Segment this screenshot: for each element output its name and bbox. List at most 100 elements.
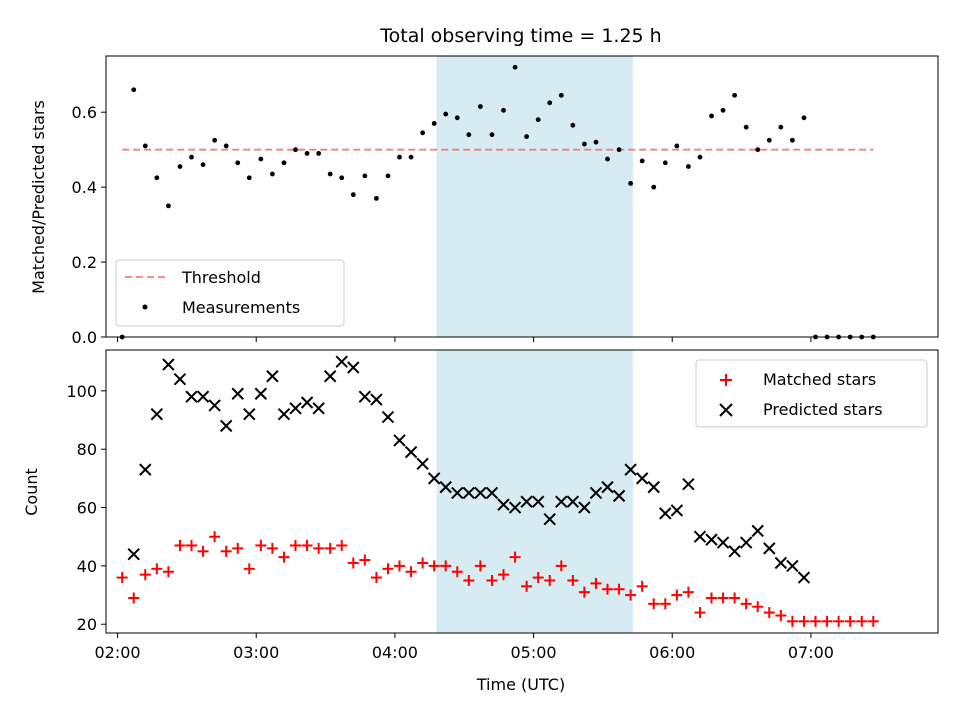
measurement-point — [651, 184, 657, 190]
measurement-point — [478, 104, 483, 109]
bottom-legend: Matched stars Predicted stars — [695, 359, 928, 428]
measurement-point — [720, 107, 726, 113]
matched-star-marker — [151, 563, 163, 575]
predicted-star-marker — [277, 407, 291, 421]
measurement-point — [755, 147, 761, 153]
measurement-point — [593, 139, 599, 145]
matched-star-marker — [116, 572, 128, 584]
predicted-star-marker — [243, 407, 256, 421]
measurement-point — [454, 115, 460, 121]
predicted-star-marker — [497, 498, 510, 511]
predicted-star-marker — [566, 495, 580, 508]
matched-star-marker — [255, 539, 267, 551]
measurement-point — [686, 164, 691, 169]
matched-star-marker — [602, 583, 614, 595]
matched-star-marker — [174, 539, 186, 551]
x-tick-label: 02:00 — [95, 643, 141, 662]
measurement-point — [558, 92, 564, 98]
predicted-star-marker — [474, 486, 487, 500]
matched-star-marker — [243, 563, 255, 575]
predicted-star-marker — [439, 480, 452, 494]
matched-star-marker — [394, 560, 406, 572]
legend-matched-label: Matched stars — [763, 370, 876, 389]
matched-star-marker — [301, 539, 313, 551]
matched-star-marker — [648, 598, 660, 610]
measurement-point — [431, 121, 437, 126]
legend-predicted-label: Predicted stars — [763, 400, 883, 419]
matched-star-marker — [567, 574, 579, 586]
predicted-star-marker — [358, 390, 372, 403]
matched-star-marker — [278, 551, 290, 563]
measurement-point — [489, 132, 495, 138]
matched-star-marker — [729, 592, 741, 604]
measurement-point — [166, 203, 171, 209]
measurement-point — [778, 124, 784, 130]
predicted-star-marker — [427, 472, 441, 485]
matched-star-marker — [752, 601, 764, 613]
matched-star-marker — [359, 554, 371, 566]
measurement-point — [535, 117, 541, 123]
top-legend: Threshold Measurements — [115, 259, 345, 327]
matched-star-marker — [209, 531, 221, 543]
matched-star-marker — [798, 615, 810, 627]
measurement-point — [397, 154, 402, 160]
predicted-star-marker — [335, 355, 348, 368]
top-plot-frame — [105, 55, 939, 338]
predicted-star-marker — [635, 472, 649, 485]
matched-star-marker — [197, 545, 209, 557]
top-y-axis-label: Matched/Predicted stars — [29, 100, 48, 294]
predicted-star-marker — [728, 545, 741, 558]
predicted-star-marker — [739, 536, 753, 549]
measurement-point — [131, 87, 137, 93]
bottom-legend-box — [695, 359, 928, 428]
matched-star-marker — [347, 557, 359, 569]
matched-star-marker — [867, 615, 879, 627]
predicted-star-marker — [555, 495, 568, 508]
predicted-star-marker — [601, 480, 614, 494]
measurement-point — [316, 151, 322, 156]
measurement-point — [501, 107, 506, 113]
predicted-star-marker — [173, 372, 187, 386]
top-y-tick-label: 0.0 — [72, 328, 97, 347]
matched-star-marker — [428, 560, 440, 572]
predicted-star-marker — [196, 390, 210, 403]
bottom-y-tick-label: 100 — [66, 382, 97, 401]
legend-measurements-swatch — [142, 304, 148, 310]
predicted-star-marker — [312, 402, 325, 415]
predicted-star-marker — [404, 445, 418, 459]
measurement-point — [327, 171, 333, 177]
matched-star-marker — [521, 580, 533, 592]
matched-star-marker — [509, 551, 521, 563]
measurement-point — [547, 100, 553, 106]
measurement-point — [374, 195, 379, 201]
predicted-star-marker — [370, 393, 383, 406]
measurement-point — [362, 173, 368, 179]
measurement-point — [743, 124, 749, 130]
measurement-point — [639, 158, 645, 164]
predicted-star-marker — [185, 390, 198, 403]
matched-star-marker — [775, 609, 787, 621]
measurement-point — [177, 164, 183, 169]
measurement-point — [270, 171, 275, 177]
measurement-point — [350, 192, 356, 198]
predicted-star-marker — [393, 434, 406, 447]
predicted-star-marker — [254, 387, 268, 400]
matched-star-marker — [417, 557, 429, 569]
matched-star-marker — [486, 574, 498, 586]
measurement-point — [709, 113, 714, 119]
measurement-point — [605, 156, 610, 162]
matched-star-marker — [544, 574, 556, 586]
matched-star-marker — [451, 566, 463, 578]
measurement-point — [443, 111, 449, 117]
predicted-star-marker — [774, 556, 788, 570]
measurement-point — [246, 175, 252, 181]
matched-star-marker — [578, 586, 590, 598]
predicted-star-marker — [589, 486, 603, 500]
matched-star-marker — [266, 542, 278, 554]
predicted-star-marker — [323, 370, 337, 383]
measurement-point — [790, 137, 795, 143]
predicted-star-marker — [485, 486, 499, 500]
top-y-tick-label: 0.2 — [72, 253, 97, 272]
matched-star-marker — [763, 607, 775, 619]
legend-matched-swatch — [720, 374, 732, 386]
